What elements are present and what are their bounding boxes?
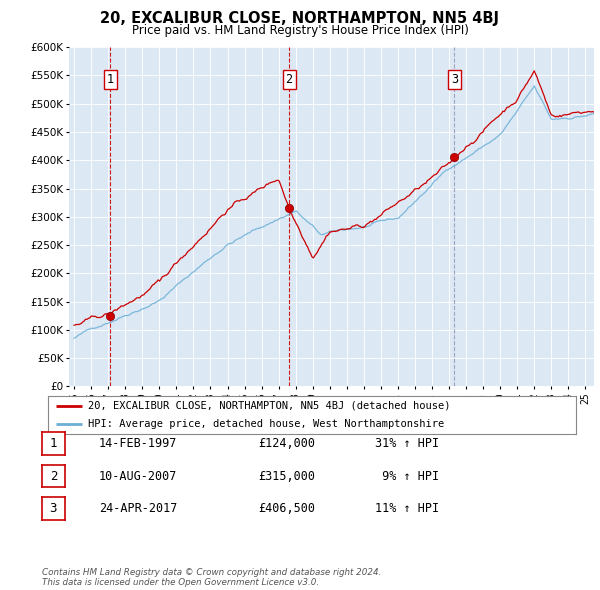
Text: 11% ↑ HPI: 11% ↑ HPI	[375, 502, 439, 515]
Text: 10-AUG-2007: 10-AUG-2007	[99, 470, 178, 483]
Text: 3: 3	[50, 502, 57, 515]
Text: 3: 3	[451, 73, 458, 86]
Text: 20, EXCALIBUR CLOSE, NORTHAMPTON, NN5 4BJ (detached house): 20, EXCALIBUR CLOSE, NORTHAMPTON, NN5 4B…	[88, 401, 450, 411]
Text: £315,000: £315,000	[258, 470, 315, 483]
Text: Contains HM Land Registry data © Crown copyright and database right 2024.
This d: Contains HM Land Registry data © Crown c…	[42, 568, 382, 587]
Text: Price paid vs. HM Land Registry's House Price Index (HPI): Price paid vs. HM Land Registry's House …	[131, 24, 469, 37]
Text: 31% ↑ HPI: 31% ↑ HPI	[375, 437, 439, 450]
Text: HPI: Average price, detached house, West Northamptonshire: HPI: Average price, detached house, West…	[88, 419, 444, 430]
Text: 1: 1	[107, 73, 114, 86]
Text: 24-APR-2017: 24-APR-2017	[99, 502, 178, 515]
Text: 2: 2	[50, 470, 57, 483]
Text: £406,500: £406,500	[258, 502, 315, 515]
Text: 2: 2	[286, 73, 293, 86]
Text: 1: 1	[50, 437, 57, 450]
Text: 20, EXCALIBUR CLOSE, NORTHAMPTON, NN5 4BJ: 20, EXCALIBUR CLOSE, NORTHAMPTON, NN5 4B…	[101, 11, 499, 25]
Text: 9% ↑ HPI: 9% ↑ HPI	[375, 470, 439, 483]
Text: 14-FEB-1997: 14-FEB-1997	[99, 437, 178, 450]
Text: £124,000: £124,000	[258, 437, 315, 450]
